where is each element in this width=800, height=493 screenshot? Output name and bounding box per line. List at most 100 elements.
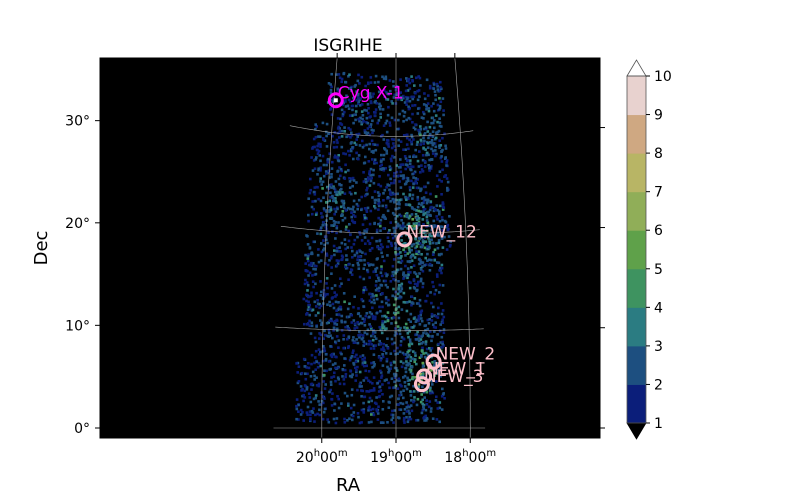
exposure-pixel — [393, 349, 396, 353]
exposure-pixel — [310, 156, 313, 159]
exposure-pixel — [438, 204, 442, 208]
exposure-pixel — [368, 405, 371, 409]
exposure-pixel — [431, 280, 434, 284]
exposure-pixel — [309, 263, 313, 267]
exposure-pixel — [326, 418, 329, 421]
exposure-pixel — [331, 230, 334, 233]
exposure-pixel — [430, 139, 434, 142]
exposure-pixel — [386, 183, 389, 186]
exposure-pixel — [329, 383, 333, 386]
exposure-pixel — [427, 405, 431, 409]
exposure-pixel — [404, 157, 408, 160]
exposure-pixel — [389, 221, 392, 224]
exposure-pixel — [352, 213, 355, 217]
exposure-pixel — [327, 321, 330, 324]
exposure-pixel — [411, 112, 414, 116]
exposure-pixel — [356, 312, 360, 316]
exposure-pixel — [369, 179, 373, 183]
colorbar-segment — [627, 384, 646, 424]
exposure-pixel — [436, 130, 440, 134]
exposure-pixel — [364, 84, 367, 88]
exposure-pixel — [337, 221, 340, 224]
exposure-pixel — [343, 421, 347, 424]
exposure-pixel — [423, 185, 426, 189]
exposure-pixel — [347, 134, 350, 138]
exposure-pixel — [323, 387, 327, 390]
exposure-pixel — [343, 238, 347, 241]
exposure-pixel — [411, 97, 415, 101]
exposure-pixel — [305, 386, 309, 389]
dec-grid-line — [289, 125, 474, 137]
exposure-pixel — [365, 116, 369, 120]
exposure-pixel — [434, 114, 438, 117]
exposure-pixel — [321, 395, 325, 398]
exposure-pixel — [420, 349, 424, 352]
exposure-pixel — [351, 208, 355, 211]
exposure-pixel — [394, 327, 397, 330]
exposure-pixel — [357, 415, 360, 419]
exposure-pixel — [327, 420, 331, 424]
exposure-pixel — [429, 214, 432, 217]
exposure-pixel — [389, 89, 392, 93]
exposure-pixel — [311, 200, 314, 203]
exposure-pixel — [379, 359, 383, 362]
exposure-pixel — [355, 104, 358, 108]
exposure-pixel — [404, 148, 407, 151]
exposure-pixel — [381, 305, 384, 309]
exposure-pixel — [340, 199, 344, 203]
exposure-pixel — [385, 274, 388, 278]
exposure-pixel — [308, 313, 311, 317]
exposure-pixel — [396, 224, 399, 228]
exposure-pixel — [348, 223, 351, 226]
exposure-pixel — [351, 414, 355, 418]
exposure-pixel — [350, 313, 353, 317]
exposure-pixel — [350, 177, 354, 180]
exposure-pixel — [416, 282, 419, 286]
exposure-pixel — [356, 341, 360, 345]
exposure-pixel — [307, 263, 311, 267]
exposure-pixel — [306, 235, 309, 238]
exposure-pixel — [391, 416, 395, 420]
exposure-pixel — [418, 242, 422, 245]
exposure-pixel — [442, 113, 445, 117]
exposure-pixel — [391, 154, 394, 158]
exposure-pixel — [382, 192, 385, 195]
exposure-pixel — [382, 167, 386, 170]
exposure-pixel — [427, 164, 430, 167]
exposure-pixel — [375, 102, 378, 105]
exposure-pixel — [377, 216, 380, 220]
exposure-pixel — [405, 212, 409, 215]
exposure-pixel — [424, 263, 428, 266]
exposure-pixel — [410, 366, 414, 369]
exposure-pixel — [427, 210, 430, 214]
exposure-pixel — [387, 371, 390, 374]
exposure-pixel — [307, 366, 311, 370]
exposure-pixel — [313, 167, 317, 170]
exposure-pixel — [417, 258, 421, 261]
exposure-pixel — [385, 98, 388, 101]
exposure-pixel — [366, 206, 370, 210]
exposure-pixel — [402, 416, 406, 420]
exposure-pixel — [415, 209, 418, 212]
exposure-pixel — [311, 370, 315, 374]
exposure-pixel — [419, 143, 422, 146]
exposure-pixel — [381, 292, 384, 296]
exposure-pixel — [330, 266, 333, 269]
exposure-pixel — [368, 147, 371, 151]
exposure-pixel — [315, 125, 318, 128]
exposure-pixel — [378, 222, 382, 225]
exposure-pixel — [369, 96, 372, 99]
exposure-pixel — [322, 239, 325, 242]
exposure-pixel — [400, 336, 404, 339]
exposure-pixel — [381, 353, 384, 356]
exposure-pixel — [438, 89, 442, 93]
exposure-pixel — [424, 198, 427, 202]
exposure-pixel — [418, 272, 421, 275]
exposure-pixel — [310, 321, 314, 324]
exposure-pixel — [358, 385, 362, 388]
source-ring — [396, 231, 413, 248]
exposure-pixel — [409, 356, 413, 359]
exposure-pixel — [311, 411, 315, 414]
exposure-pixel — [399, 225, 403, 228]
exposure-pixel — [414, 127, 417, 131]
